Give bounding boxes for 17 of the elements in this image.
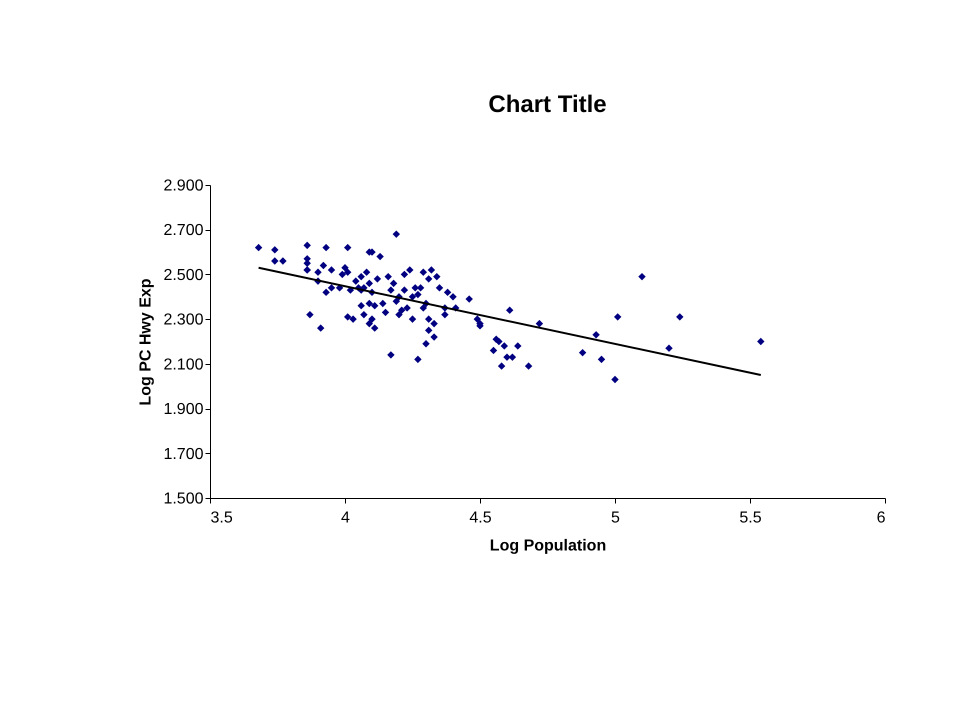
y-tick-label: 2.500 [163,266,204,284]
x-tick-label: 4 [341,510,350,526]
chart-title: Chart Title [488,91,607,118]
y-axis-title: Log PC Hwy Exp [137,278,154,406]
y-tick-label: 2.900 [163,178,204,194]
x-tick-label: 6 [876,510,886,526]
x-tick-label: 4.5 [469,510,492,526]
x-tick-label: 5.5 [739,510,762,526]
y-tick-label: 2.700 [163,222,204,240]
y-tick-label: 1.500 [163,490,204,508]
x-tick-label: 5 [611,510,620,526]
y-tick-label: 1.900 [163,401,204,418]
x-tick-label: 3.5 [210,510,233,526]
y-tick-label: 2.300 [163,312,204,329]
y-tick-label: 1.700 [163,446,204,463]
y-tick-label: 2.100 [163,356,204,374]
x-axis-title: Log Population [490,538,606,554]
